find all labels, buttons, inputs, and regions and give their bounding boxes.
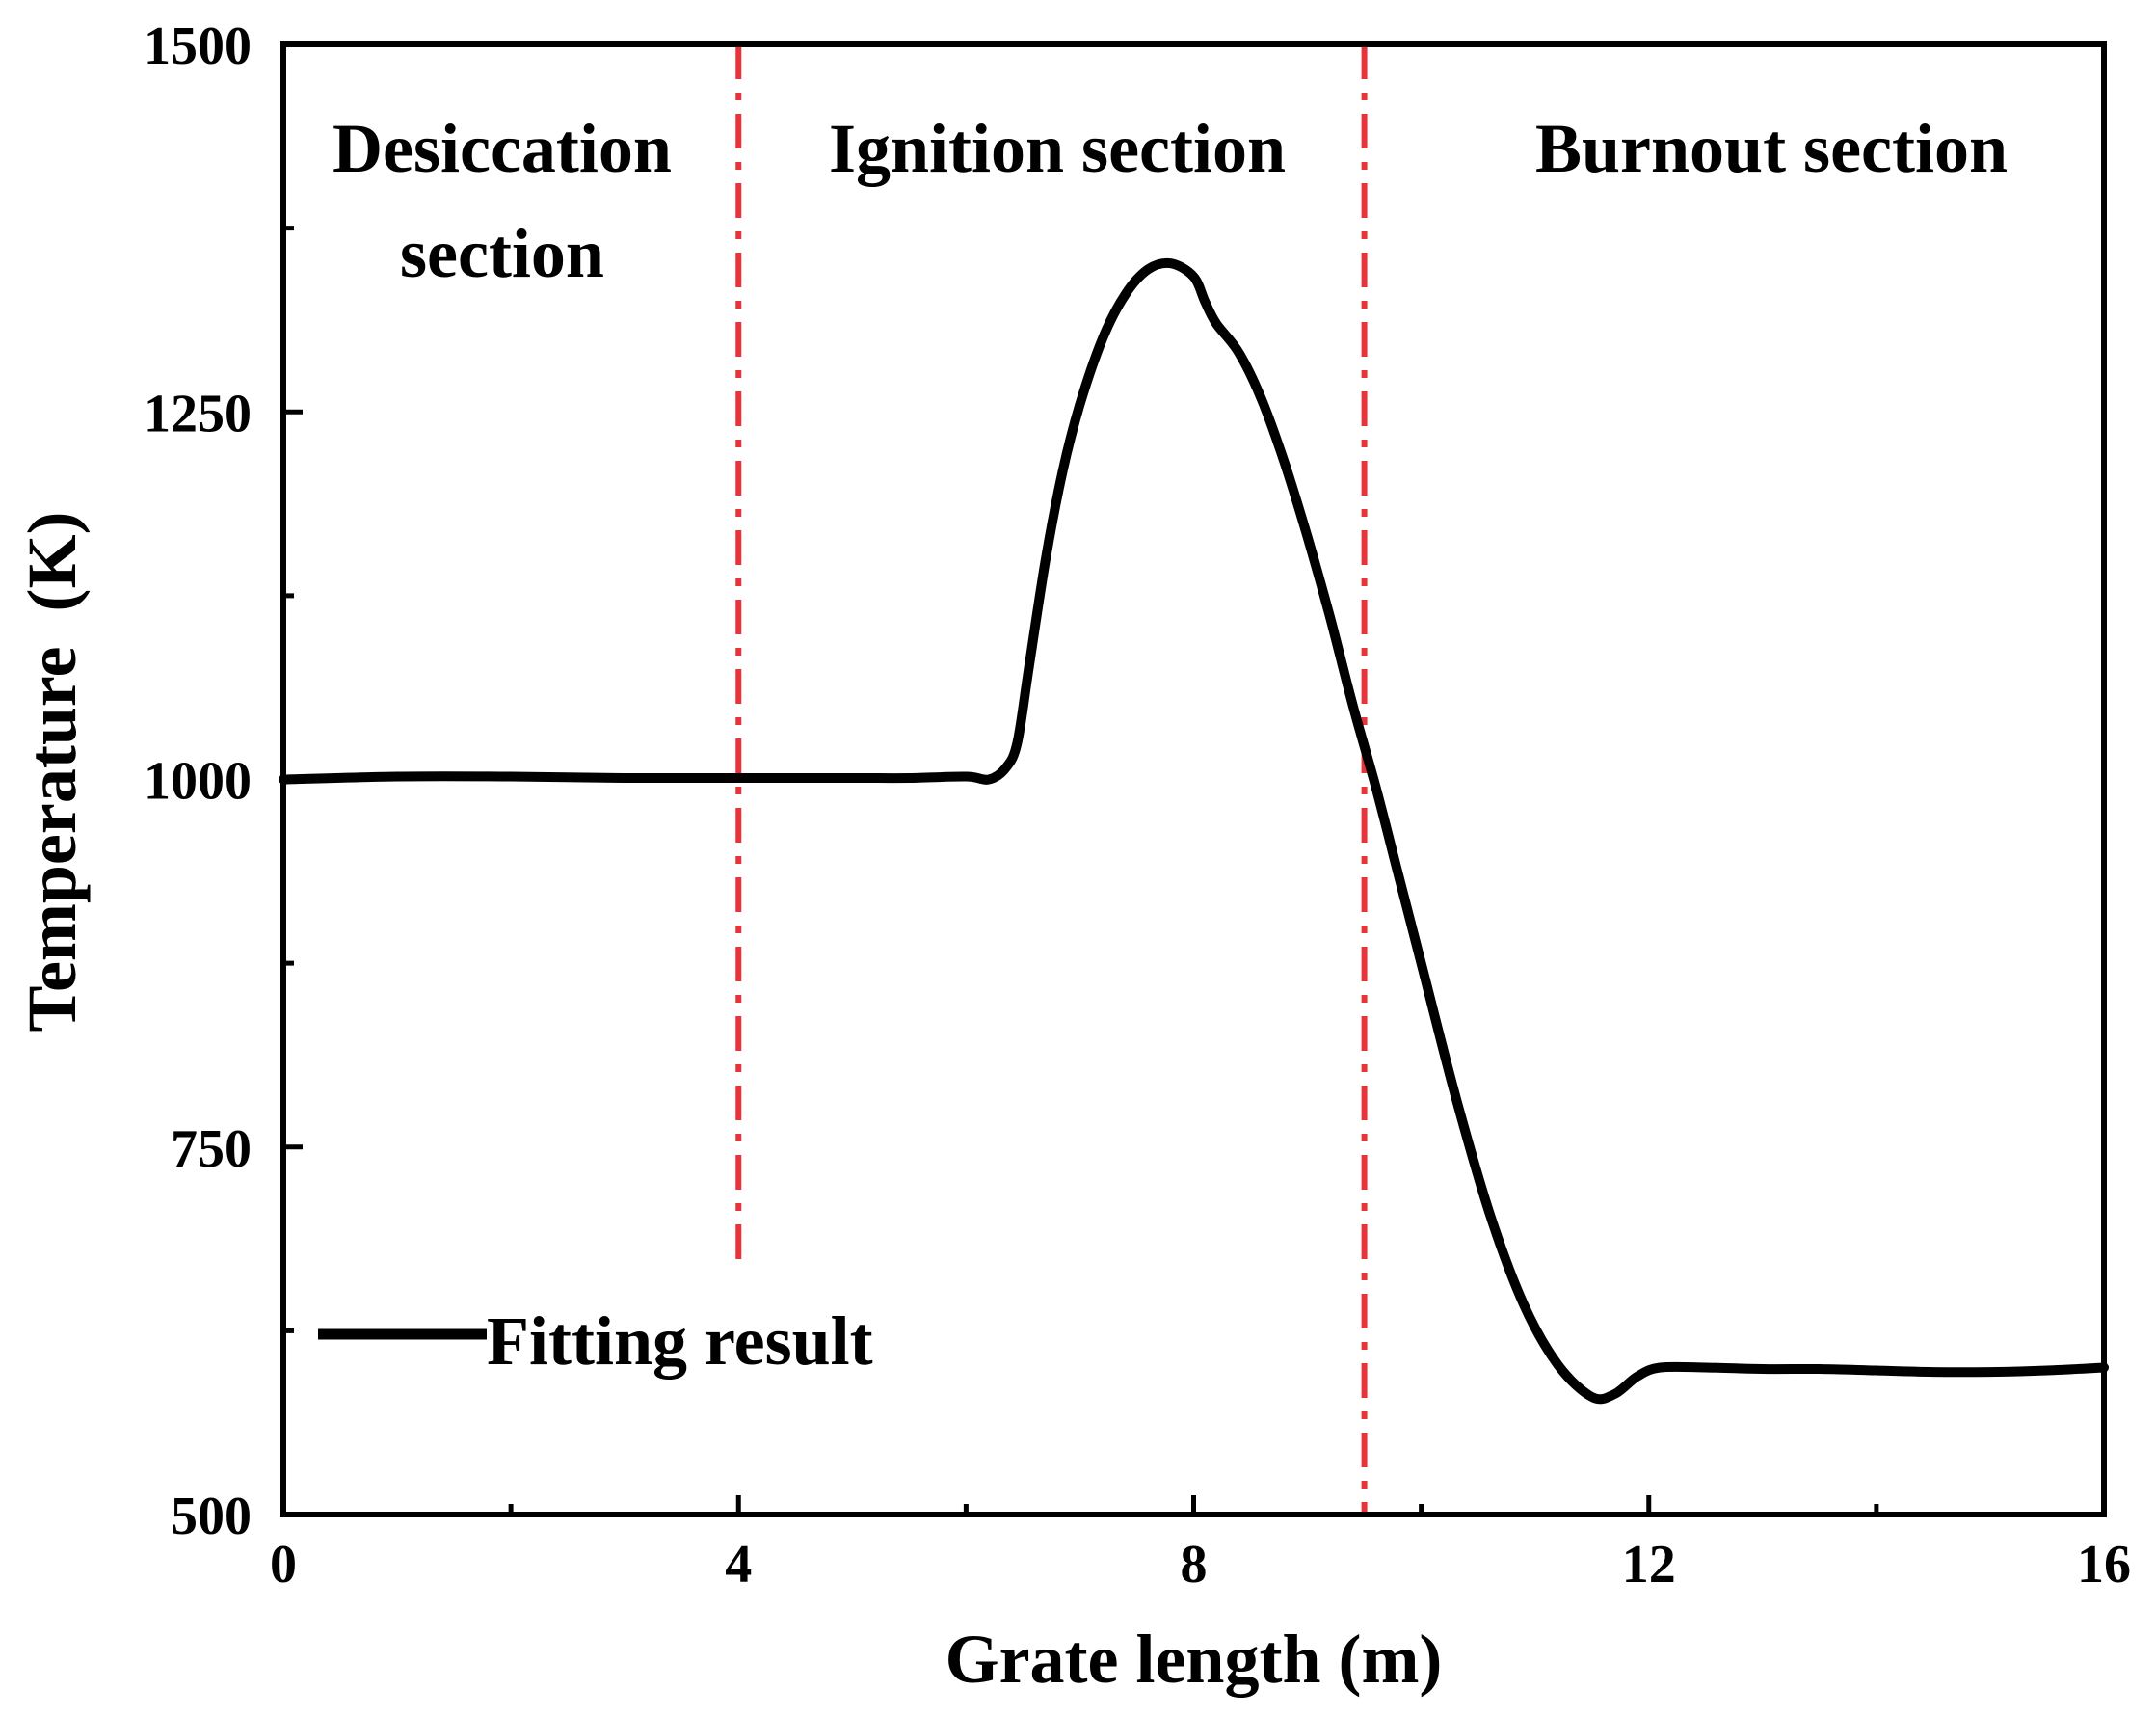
y-tick-label: 750 <box>171 1119 252 1179</box>
x-tick-label: 12 <box>1622 1535 1676 1595</box>
x-tick-label: 8 <box>1181 1535 1208 1595</box>
x-axis-title: Grate length (m) <box>945 1621 1443 1698</box>
region-label-ignition: Ignition section <box>829 110 1286 187</box>
region-label-desiccation-line1: Desiccation <box>333 110 672 187</box>
legend-label-fitting-result: Fitting result <box>487 1302 873 1380</box>
y-tick-label: 1250 <box>144 384 252 443</box>
axis-tick-labels: 0 4 8 12 16 500 750 1000 1250 1500 <box>144 16 2131 1595</box>
region-label-burnout: Burnout section <box>1535 110 2008 187</box>
y-tick-label: 500 <box>171 1487 252 1546</box>
x-tick-label: 4 <box>725 1535 752 1595</box>
y-tick-label: 1000 <box>144 752 252 812</box>
axis-ticks <box>280 41 2107 1517</box>
x-tick-label: 0 <box>270 1535 297 1595</box>
legend: Fitting result <box>318 1302 873 1380</box>
section-dividers <box>735 44 1368 1515</box>
x-tick-label: 16 <box>2077 1535 2131 1595</box>
region-label-desiccation-line2: section <box>400 215 604 292</box>
y-tick-label: 1500 <box>144 16 252 76</box>
y-axis-title: Temperature (K) <box>13 512 91 1033</box>
series-layer <box>279 257 2109 1405</box>
series-line-fitting-result <box>279 257 2109 1405</box>
section-labels: Desiccation section Ignition section Bur… <box>333 110 2008 292</box>
